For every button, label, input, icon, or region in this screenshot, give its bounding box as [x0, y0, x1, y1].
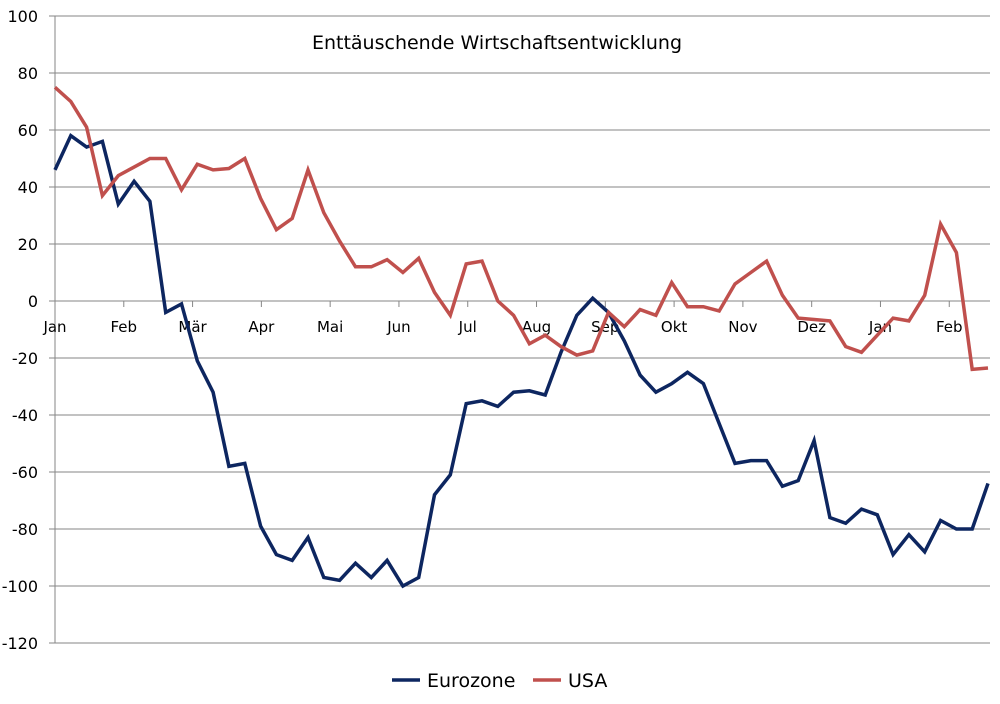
x-tick-label: Aug	[522, 318, 551, 336]
legend-label-eurozone: Eurozone	[427, 670, 515, 692]
gridlines	[49, 15, 990, 644]
y-axis: 100 80 60 40 20 0 -20 -40 -60 -80 -100 -120	[2, 7, 56, 653]
y-tick-label: -100	[2, 577, 38, 596]
x-tick-label: Jan	[42, 318, 66, 336]
series-lines	[53, 85, 990, 589]
y-tick-label: 0	[28, 292, 38, 311]
x-tick-label: Okt	[661, 318, 687, 336]
x-tick-label: Apr	[248, 318, 275, 336]
x-axis: Jan Feb Mär Apr Mai Jun Jul Aug Sep Okt Nov Dez Jan F…	[42, 301, 963, 336]
x-tick-label: Jul	[458, 318, 477, 336]
x-tick-label: Mär	[178, 318, 207, 336]
y-tick-label: 60	[18, 121, 38, 140]
series-line-usa	[53, 85, 989, 372]
x-tick-label: Jun	[386, 318, 410, 336]
y-tick-label: -80	[12, 520, 38, 539]
y-tick-label: -20	[12, 349, 38, 368]
y-tick-label: -120	[2, 634, 38, 653]
legend: Eurozone USA	[392, 670, 607, 692]
series-line-eurozone	[53, 133, 990, 589]
x-tick-label: Feb	[936, 318, 963, 336]
y-tick-label: -60	[12, 463, 38, 482]
x-tick-label: Dez	[797, 318, 826, 336]
x-tick-label: Nov	[728, 318, 757, 336]
y-tick-label: 100	[7, 7, 38, 26]
x-tick-label: Feb	[111, 318, 138, 336]
y-tick-label: 20	[18, 235, 38, 254]
x-tick-label: Jan	[868, 318, 892, 336]
y-tick-label: 80	[18, 64, 38, 83]
y-tick-label: 40	[18, 178, 38, 197]
x-tick-label: Mai	[317, 318, 343, 336]
chart-title: Enttäuschende Wirtschaftsentwicklung	[312, 32, 682, 54]
legend-label-usa: USA	[568, 670, 607, 692]
y-tick-label: -40	[12, 406, 38, 425]
